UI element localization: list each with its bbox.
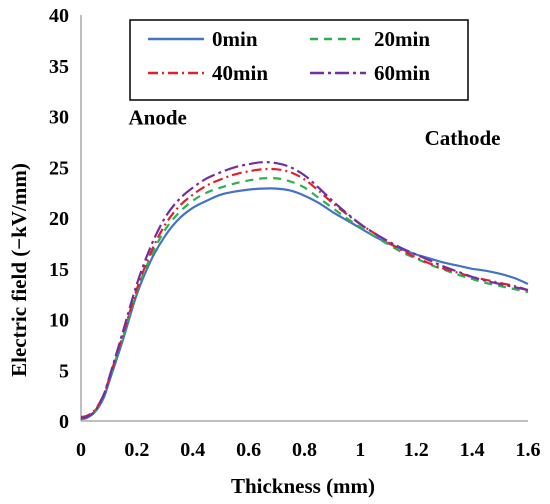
y-tick-label: 10 (49, 310, 69, 332)
x-tick-labels: 0 0.2 0.4 0.6 0.8 1 1.2 1.4 1.6 (76, 439, 541, 461)
x-tick-label: 0.8 (292, 439, 317, 461)
x-tick-label: 0.2 (124, 439, 149, 461)
y-tick-label: 25 (49, 157, 69, 179)
x-tick-label: 1.2 (404, 439, 429, 461)
series-line-20min (80, 177, 529, 420)
axes (80, 15, 528, 422)
y-tick-label: 0 (59, 411, 69, 433)
series-lines (80, 161, 529, 421)
x-tick-label: 0 (76, 439, 86, 461)
y-tick-label: 15 (49, 259, 69, 281)
series-line-60min (80, 161, 529, 420)
annotation-cathode: Cathode (425, 126, 501, 150)
x-tick-label: 0.6 (236, 439, 261, 461)
annotation-anode: Anode (128, 106, 186, 130)
x-tick-label: 1.6 (516, 439, 541, 461)
y-tick-labels: 0 5 10 15 20 25 30 35 40 (49, 5, 69, 433)
y-tick-label: 30 (49, 107, 69, 129)
legend-label-0min: 0min (212, 27, 258, 51)
y-tick-label: 35 (49, 56, 69, 78)
y-tick-label: 5 (59, 360, 69, 382)
x-axis-title: Thickness (mm) (231, 474, 375, 498)
legend-label-40min: 40min (212, 61, 268, 85)
x-tick-label: 1 (355, 439, 365, 461)
x-tick-label: 1.4 (460, 439, 485, 461)
legend-label-60min: 60min (374, 61, 430, 85)
legend-label-20min: 20min (374, 27, 430, 51)
series-line-40min (80, 167, 529, 418)
legend-box (129, 19, 469, 101)
legend: 0min 20min 40min 60min (129, 19, 469, 101)
series-line-0min (80, 187, 529, 421)
x-tick-label: 0.4 (180, 439, 205, 461)
y-tick-label: 20 (49, 208, 69, 230)
y-axis-title: Electric field (−kV/mm) (7, 163, 31, 377)
y-tick-label: 40 (49, 5, 69, 27)
